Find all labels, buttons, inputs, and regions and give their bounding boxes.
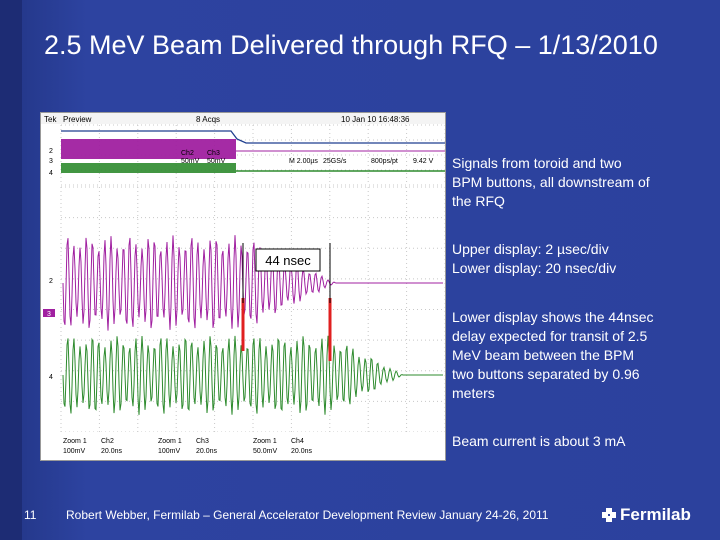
zoom-label-line1: Zoom 1 xyxy=(253,438,277,445)
zoom-label-line2: 100mV xyxy=(63,448,86,455)
upper-ch-marker-4: 4 xyxy=(49,170,53,177)
upper-readout-rate: 25GS/s xyxy=(323,158,347,165)
bullet-line: two buttons separated by 0.96 xyxy=(452,366,640,382)
scope-header-right: 10 Jan 10 16:48:36 xyxy=(341,115,410,124)
zoom-label-line2: 100mV xyxy=(158,448,181,455)
fermilab-logo-icon xyxy=(602,508,616,522)
lower-trace-green xyxy=(62,335,443,415)
bullet-line: the RFQ xyxy=(452,193,505,209)
bullet-line: MeV beam between the BPM xyxy=(452,347,635,363)
upper-readout-ch2-scale: 50mV xyxy=(181,158,200,165)
bullet-signals: Signals from toroid and two BPM buttons,… xyxy=(452,154,678,211)
lower-ch-marker-4: 4 xyxy=(49,374,53,381)
annotation-44nsec: 44 nsec xyxy=(265,253,311,268)
oscilloscope-screenshot: Tek Preview 8 Acqs 10 Jan 10 16:48:36 Ch… xyxy=(40,112,446,461)
zoom-label-ch2: Zoom 1 100mV Ch2 20.0ns xyxy=(63,438,123,455)
bullet-line: Lower display shows the 44nsec xyxy=(452,309,654,325)
bullet-display-scales: Upper display: 2 µsec/div Lower display:… xyxy=(452,240,678,278)
upper-trace-toroid xyxy=(61,130,445,144)
fermilab-logo: Fermilab xyxy=(602,505,691,525)
lower-trace-purple xyxy=(62,235,443,331)
oscilloscope-display: Tek Preview 8 Acqs 10 Jan 10 16:48:36 Ch… xyxy=(41,113,445,460)
page-number: 11 xyxy=(24,508,37,522)
slide-title: 2.5 MeV Beam Delivered through RFQ – 1/1… xyxy=(44,30,658,60)
bullet-delay: Lower display shows the 44nsec delay exp… xyxy=(452,308,678,403)
scope-header-acq: 8 Acqs xyxy=(196,115,220,124)
lower-ch-marker-2: 2 xyxy=(49,278,53,285)
scope-header-mode: Preview xyxy=(63,115,92,124)
upper-ch-marker-2: 2 xyxy=(49,148,53,155)
lower-ch-marker-3: 3 xyxy=(47,311,51,318)
upper-trace-green-block xyxy=(61,163,236,173)
upper-readout-timebase: M 2.00µs xyxy=(289,158,318,165)
scope-header-left: Tek xyxy=(44,115,57,124)
bullet-line: BPM buttons, all downstream of xyxy=(452,174,650,190)
upper-trace-purple-block xyxy=(61,139,236,159)
zoom-label-line1: Zoom 1 xyxy=(63,438,87,445)
bullet-line: Beam current is about 3 mA xyxy=(452,433,626,449)
zoom-labels: Zoom 1 100mV Ch2 20.0ns Zoom 1 100mV Ch3… xyxy=(41,432,445,460)
zoom-label-ch: Ch2 xyxy=(101,438,114,445)
slide-sidebar xyxy=(0,0,22,540)
upper-readout-resolution: 800ps/pt xyxy=(371,158,398,165)
zoom-label-time: 20.0ns xyxy=(196,448,218,455)
zoom-label-bar xyxy=(41,432,445,460)
upper-readout-ch3: Ch3 xyxy=(207,150,220,157)
upper-ch-marker-3: 3 xyxy=(49,158,53,165)
bullet-line: meters xyxy=(452,385,495,401)
zoom-label-ch: Ch4 xyxy=(291,438,304,445)
lower-ch-marker-3-bg xyxy=(43,309,55,317)
zoom-label-time: 20.0ns xyxy=(101,448,123,455)
lower-display: 2 3 4 44 nsec xyxy=(43,186,445,433)
zoom-label-ch4: Zoom 1 50.0mV Ch4 20.0ns xyxy=(253,438,313,455)
zoom-label-ch: Ch3 xyxy=(196,438,209,445)
zoom-label-line1: Zoom 1 xyxy=(158,438,182,445)
bullet-line: delay expected for transit of 2.5 xyxy=(452,328,648,344)
footer-text: Robert Webber, Fermilab – General Accele… xyxy=(66,508,549,522)
upper-readout-ch3-scale: 50mV xyxy=(207,158,226,165)
annotation-box xyxy=(255,248,321,272)
scope-header-bar xyxy=(41,113,445,124)
upper-readout-ch2: Ch2 xyxy=(181,150,194,157)
bullet-line: Lower display: 20 nsec/div xyxy=(452,260,617,276)
upper-readout-trigger: 9.42 V xyxy=(413,158,434,165)
bullet-line: Signals from toroid and two xyxy=(452,155,622,171)
fermilab-logo-text: Fermilab xyxy=(620,505,691,524)
bullet-line: Upper display: 2 µsec/div xyxy=(452,241,609,257)
zoom-label-ch3: Zoom 1 100mV Ch3 20.0ns xyxy=(158,438,218,455)
zoom-label-line2: 50.0mV xyxy=(253,448,277,455)
bullet-beam-current: Beam current is about 3 mA xyxy=(452,432,678,451)
zoom-label-time: 20.0ns xyxy=(291,448,313,455)
upper-display: Ch2 50mV Ch3 50mV M 2.00µs 25GS/s 800ps/… xyxy=(49,124,445,186)
